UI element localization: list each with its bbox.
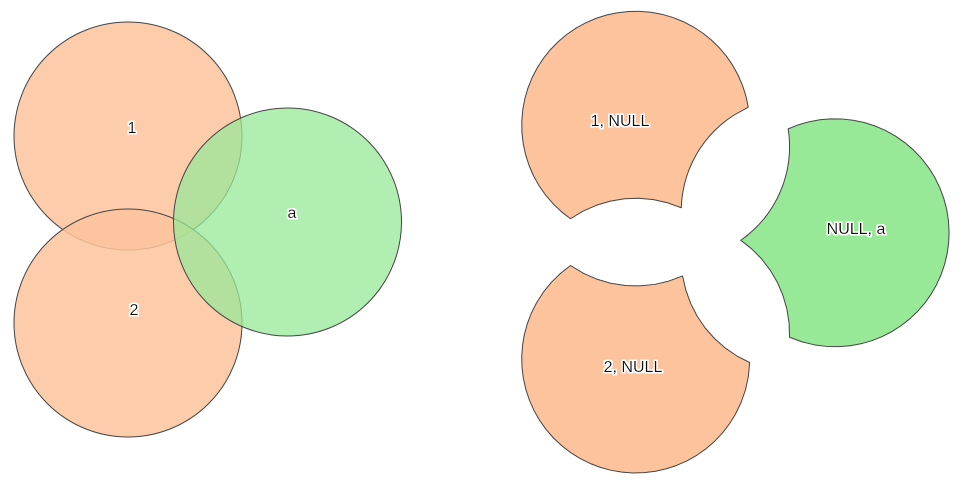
svg-text:2, NULL: 2, NULL [604,359,663,376]
svg-text:1, NULL: 1, NULL [591,113,650,130]
svg-text:a: a [288,205,297,222]
svg-text:NULL, a: NULL, a [827,221,886,238]
svg-text:1: 1 [128,120,137,137]
svg-text:2: 2 [130,302,139,319]
